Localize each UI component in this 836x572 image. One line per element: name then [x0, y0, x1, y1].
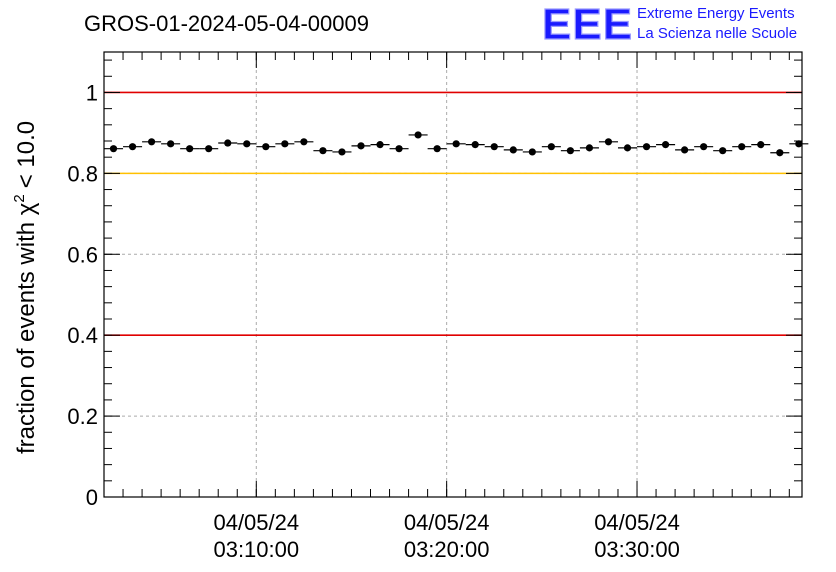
data-point — [300, 138, 308, 146]
plot-frame — [103, 51, 803, 498]
y-axis-label: fraction of events with χ2 < 10.0 — [11, 121, 40, 454]
data-point — [414, 131, 422, 139]
data-point — [509, 146, 517, 154]
data-point — [319, 147, 327, 155]
data-point — [186, 145, 194, 153]
axes: 00.20.40.60.8104/05/2403:10:0004/05/2403… — [67, 52, 802, 562]
y-tick-label: 0.2 — [67, 404, 98, 429]
data-point — [262, 143, 270, 151]
chart-title: GROS-01-2024-05-04-00009 — [84, 11, 369, 36]
y-tick-label: 0 — [86, 485, 98, 510]
y-axis-label-superscript: 2 — [11, 194, 28, 202]
data-point — [757, 141, 765, 149]
data-point — [700, 143, 708, 151]
data-point — [795, 140, 803, 148]
data-point — [642, 143, 651, 151]
data-point — [433, 145, 441, 153]
eee-logo-line2: La Scienza nelle Scuole — [637, 25, 797, 42]
data-point — [243, 140, 251, 148]
data-point — [471, 141, 479, 149]
x-tick-label-date: 04/05/24 — [404, 510, 490, 535]
data-point — [776, 149, 784, 157]
data-point — [281, 140, 289, 148]
data-point — [681, 146, 689, 154]
data-point — [395, 145, 403, 153]
data-series — [104, 131, 809, 157]
data-point — [452, 140, 460, 148]
data-point — [719, 147, 727, 155]
y-axis-label-tail: < 10.0 — [13, 121, 40, 188]
eee-logo-mark: EEE — [542, 0, 633, 49]
data-point — [357, 142, 365, 150]
y-tick-label: 0.8 — [67, 161, 98, 186]
data-point — [128, 143, 137, 151]
reference-lines — [104, 91, 802, 336]
y-axis-label-main: fraction of events with χ — [13, 202, 40, 454]
data-point — [738, 143, 746, 151]
data-point — [528, 148, 536, 156]
data-point — [109, 145, 118, 153]
x-tick-label-date: 04/05/24 — [594, 510, 680, 535]
data-point — [224, 139, 232, 147]
data-point — [585, 144, 594, 152]
y-tick-label: 0.4 — [67, 323, 98, 348]
data-point — [147, 138, 156, 146]
data-point — [661, 141, 670, 149]
data-point — [205, 145, 213, 153]
x-tick-label-time: 03:10:00 — [213, 537, 299, 562]
y-tick-label: 0.6 — [67, 242, 98, 267]
grid-layer — [104, 52, 802, 497]
data-point — [604, 138, 613, 146]
data-point — [566, 147, 574, 155]
x-tick-label-time: 03:30:00 — [594, 537, 680, 562]
data-point — [623, 144, 632, 152]
data-point — [338, 148, 346, 156]
data-point — [376, 141, 384, 149]
data-point — [490, 143, 498, 151]
y-tick-label: 1 — [86, 80, 98, 105]
eee-logo: EEE Extreme Energy Events La Scienza nel… — [541, 0, 797, 50]
x-tick-label-date: 04/05/24 — [213, 510, 299, 535]
data-point — [167, 140, 175, 148]
eee-logo-line1: Extreme Energy Events — [637, 5, 795, 22]
data-point — [547, 143, 555, 151]
x-tick-label-time: 03:20:00 — [404, 537, 490, 562]
